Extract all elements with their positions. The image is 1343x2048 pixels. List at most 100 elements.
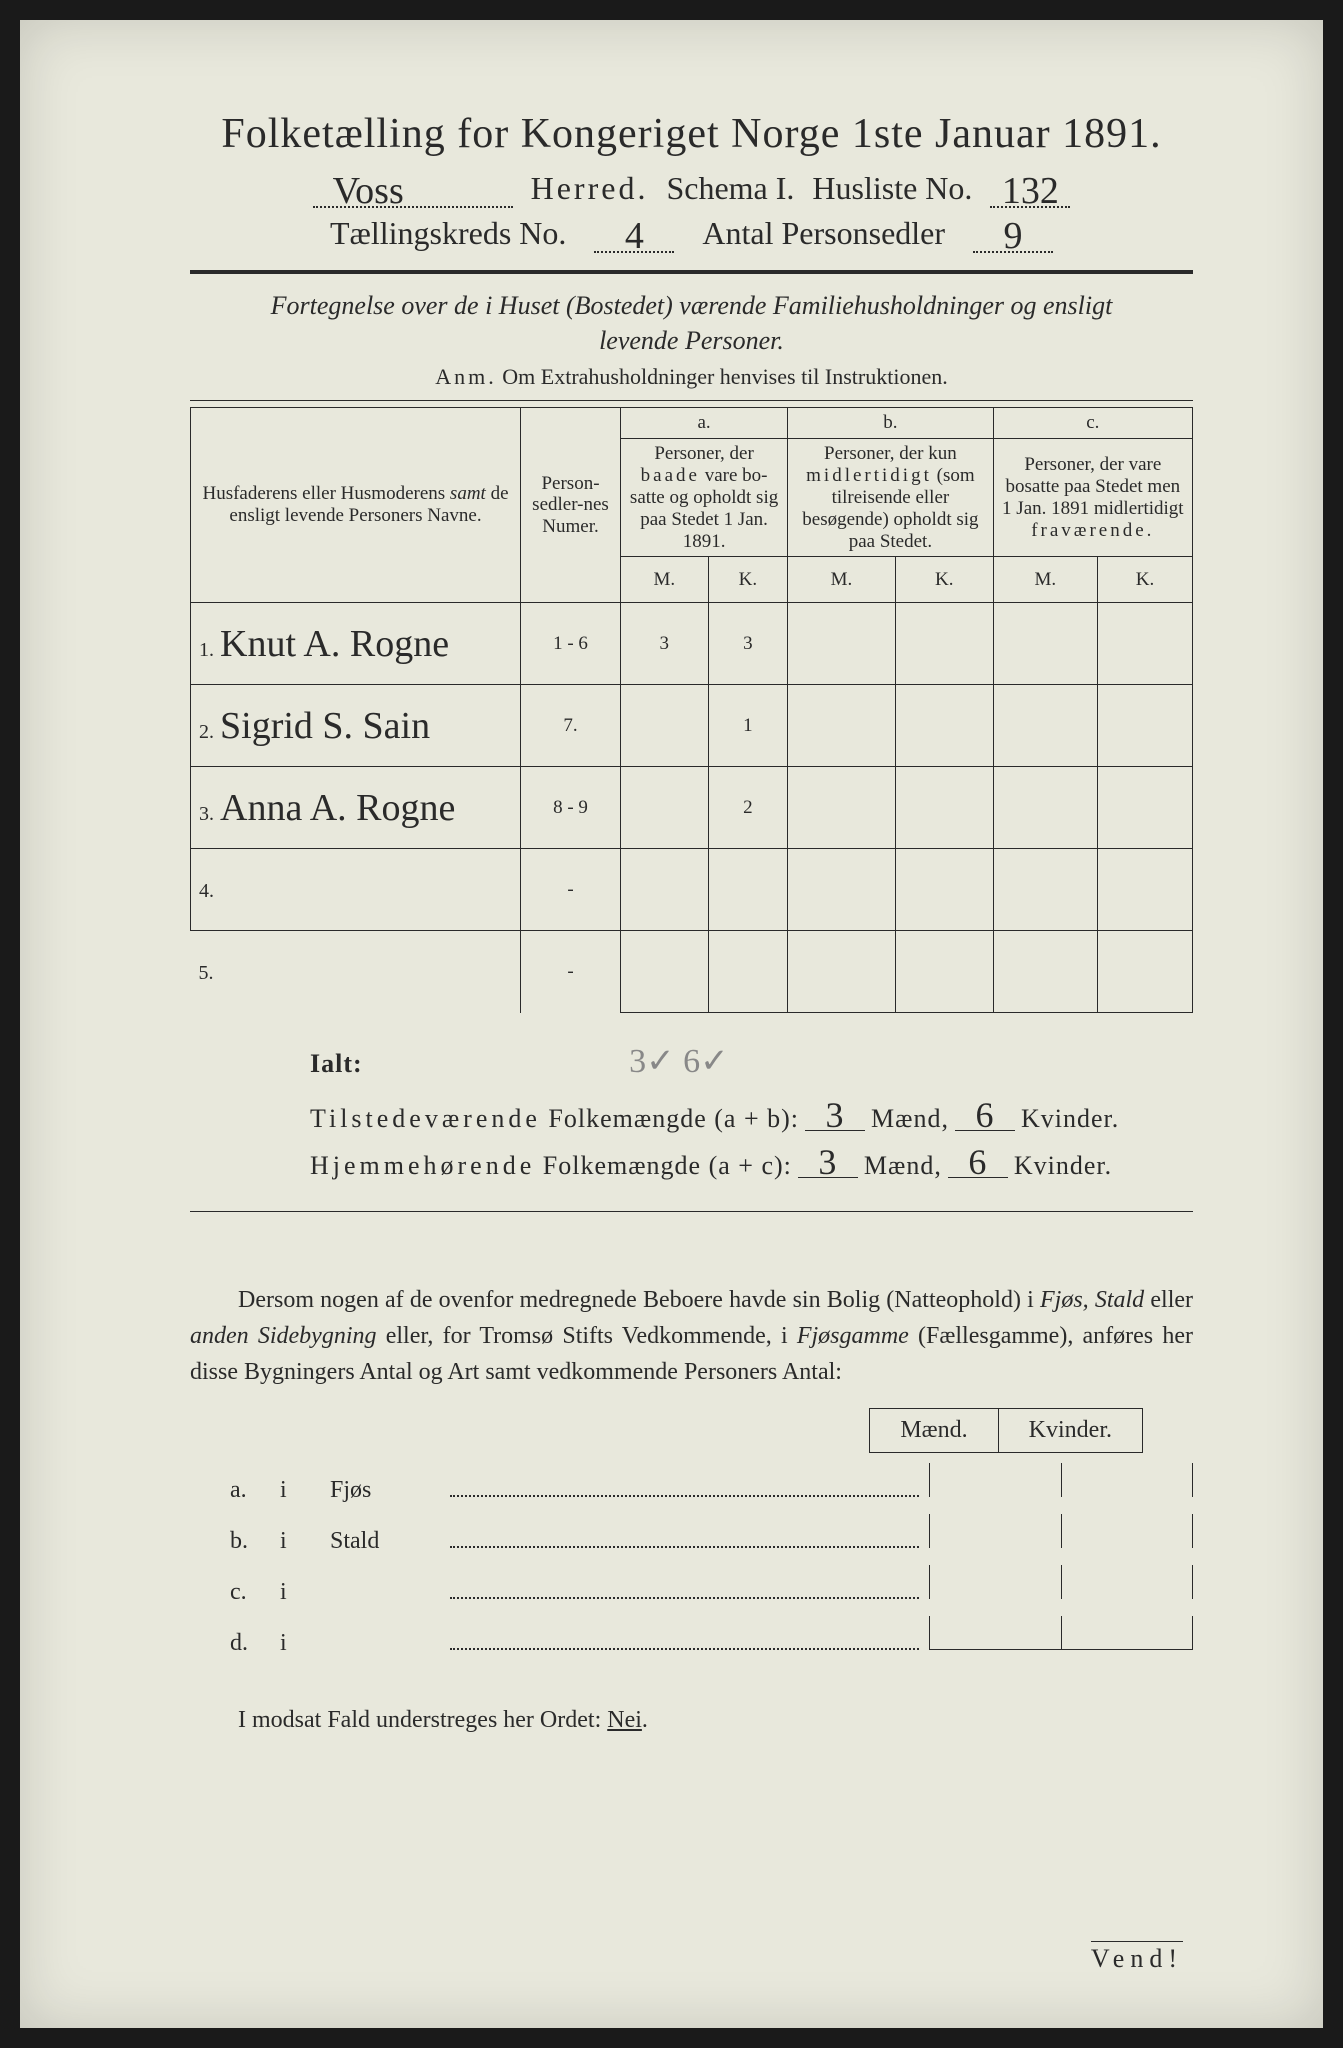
- building-i: i: [280, 1579, 330, 1606]
- cell-am: [621, 685, 709, 767]
- building-m-cell: [929, 1463, 1061, 1497]
- cell-am: [621, 767, 709, 849]
- subtitle: Fortegnelse over de i Huset (Bostedet) v…: [190, 288, 1193, 358]
- person-name: Sigrid S. Sain: [220, 705, 430, 747]
- building-row: d. i: [190, 1616, 1193, 1657]
- cell-cm: [993, 931, 1097, 1013]
- cell-cm: [993, 849, 1097, 931]
- row-num: 2.: [199, 721, 214, 743]
- subtitle-line2: levende Personer.: [599, 326, 784, 355]
- building-k-cell: [1061, 1616, 1193, 1650]
- form-title: Folketælling for Kongeriget Norge 1ste J…: [190, 110, 1193, 158]
- cell-bm: [788, 767, 896, 849]
- col-c-label: c.: [993, 408, 1192, 439]
- building-row: b. i Stald: [190, 1514, 1193, 1555]
- ialt-label: Ialt:: [310, 1049, 363, 1079]
- cell-bk: [895, 603, 993, 685]
- col-a-k: K.: [708, 557, 788, 603]
- col-c-m: M.: [993, 557, 1097, 603]
- cell-bk: [895, 767, 993, 849]
- row-num: 4.: [199, 880, 214, 902]
- table-row: 4. -: [191, 849, 1193, 931]
- cell-ak: 2: [708, 767, 788, 849]
- maend-label: Mænd,: [864, 1151, 942, 1181]
- cell-bm: [788, 849, 896, 931]
- cell-ck: [1098, 685, 1193, 767]
- anm-text: Om Extrahusholdninger henvises til Instr…: [502, 364, 947, 389]
- pencil-note: 3✓ 6✓: [629, 1043, 728, 1080]
- sum-present: Tilstedeværende Folkemængde (a + b): 3 M…: [310, 1101, 1193, 1134]
- cell-am: 3: [621, 603, 709, 685]
- census-form-page: Folketælling for Kongeriget Norge 1ste J…: [20, 20, 1323, 2028]
- cell-ck: [1098, 849, 1193, 931]
- husliste-label: Husliste No.: [812, 170, 972, 207]
- kvinder-label: Kvinder.: [1014, 1151, 1112, 1181]
- cell-ak: [708, 931, 788, 1013]
- dotted-line: [450, 1473, 919, 1497]
- rule: [190, 400, 1193, 401]
- col-c-k: K.: [1098, 557, 1193, 603]
- col-num-header: Person-sedler-nes Numer.: [521, 408, 621, 603]
- herred-label: Herred.: [531, 170, 649, 207]
- personsedler-value: 9: [973, 221, 1053, 253]
- cell-bk: [895, 685, 993, 767]
- cell-am: [621, 849, 709, 931]
- present-k: 6: [955, 1101, 1015, 1131]
- husliste-value: 132: [990, 176, 1070, 208]
- rule: [190, 270, 1193, 274]
- bottom-pre: I modsat Fald understreges her Ordet:: [238, 1707, 607, 1733]
- cell-ck: [1098, 603, 1193, 685]
- dotted-line: [450, 1575, 919, 1599]
- col-b-desc: Personer, der kun midler­tidigt (som til…: [788, 439, 993, 557]
- cell-bm: [788, 931, 896, 1013]
- dotted-line: [450, 1524, 919, 1548]
- table-row: 2. Sigrid S. Sain 7. 1: [191, 685, 1193, 767]
- col-a-label: a.: [621, 408, 788, 439]
- anm-prefix: Anm.: [435, 364, 497, 389]
- cell-num: 7.: [521, 685, 621, 767]
- cell-ak: 3: [708, 603, 788, 685]
- building-paragraph: Dersom nogen af de ovenfor medregnede Be…: [190, 1282, 1193, 1390]
- vend-label: Vend!: [1091, 1941, 1183, 1974]
- cell-bm: [788, 603, 896, 685]
- person-name: Anna A. Rogne: [220, 787, 455, 829]
- cell-num: 8 - 9: [521, 767, 621, 849]
- mk-header: Mænd. Kvinder.: [190, 1408, 1193, 1453]
- personsedler-label: Antal Personsedler: [702, 215, 945, 252]
- cell-ck: [1098, 767, 1193, 849]
- header-row-1: Voss Herred. Schema I. Husliste No. 132: [190, 170, 1193, 207]
- building-label: d.: [230, 1630, 280, 1657]
- table-row: 1.Knut A. Rogne 1 - 6 3 3: [191, 603, 1193, 685]
- bottom-nei: Nei: [607, 1707, 642, 1733]
- col-name-header: Husfaderens eller Husmode­rens samt de e…: [191, 408, 521, 603]
- building-m-cell: [929, 1514, 1061, 1548]
- building-type: Stald: [330, 1528, 450, 1555]
- cell-ak: 1: [708, 685, 788, 767]
- dotted-line: [450, 1626, 919, 1650]
- maend-label: Mænd,: [871, 1104, 949, 1134]
- cell-bk: [895, 931, 993, 1013]
- col-b-k: K.: [895, 557, 993, 603]
- table-row: 3. Anna A. Rogne 8 - 9 2: [191, 767, 1193, 849]
- kvinder-label: Kvinder.: [1021, 1104, 1119, 1134]
- cell-bk: [895, 849, 993, 931]
- col-a-m: M.: [621, 557, 709, 603]
- building-row: a. i Fjøs: [190, 1463, 1193, 1504]
- col-b-m: M.: [788, 557, 896, 603]
- building-label: a.: [230, 1477, 280, 1504]
- cell-num: 1 - 6: [521, 603, 621, 685]
- subtitle-line1: Fortegnelse over de i Huset (Bostedet) v…: [271, 291, 1113, 320]
- building-k-cell: [1061, 1514, 1193, 1548]
- col-b-label: b.: [788, 408, 993, 439]
- table-row: 5. -: [191, 931, 1193, 1013]
- row-num: 3.: [199, 803, 214, 825]
- row-num: 1.: [199, 639, 214, 661]
- cell-num: -: [521, 849, 621, 931]
- bottom-line: I modsat Fald understreges her Ordet: Ne…: [190, 1707, 1193, 1734]
- building-m-cell: [929, 1616, 1061, 1650]
- kreds-value: 4: [594, 221, 674, 253]
- totals-block: Ialt: 3✓ 6✓ Tilstedeværende Folkemængde …: [190, 1041, 1193, 1181]
- cell-cm: [993, 603, 1097, 685]
- table-body: 1.Knut A. Rogne 1 - 6 3 3 2. Sigrid S. Sa…: [191, 603, 1193, 1013]
- col-c-desc: Personer, der vare bosatte paa Stedet me…: [993, 439, 1192, 557]
